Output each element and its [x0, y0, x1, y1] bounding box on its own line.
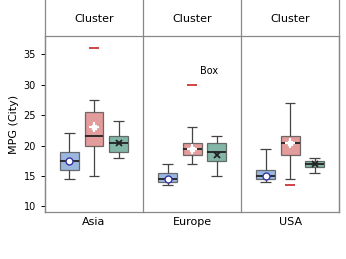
Bar	[60, 152, 79, 170]
Text: Cluster: Cluster	[74, 14, 114, 24]
Y-axis label: MPG (City): MPG (City)	[9, 95, 19, 154]
Bar	[256, 170, 275, 179]
Bar	[281, 136, 300, 155]
Bar	[305, 161, 324, 167]
Text: Cluster: Cluster	[270, 14, 310, 24]
Text: Cluster: Cluster	[172, 14, 212, 24]
Bar	[84, 112, 103, 146]
Bar	[183, 142, 201, 155]
Text: Box: Box	[200, 66, 218, 76]
Bar	[158, 173, 177, 182]
Bar	[109, 136, 128, 152]
Bar	[207, 142, 226, 161]
